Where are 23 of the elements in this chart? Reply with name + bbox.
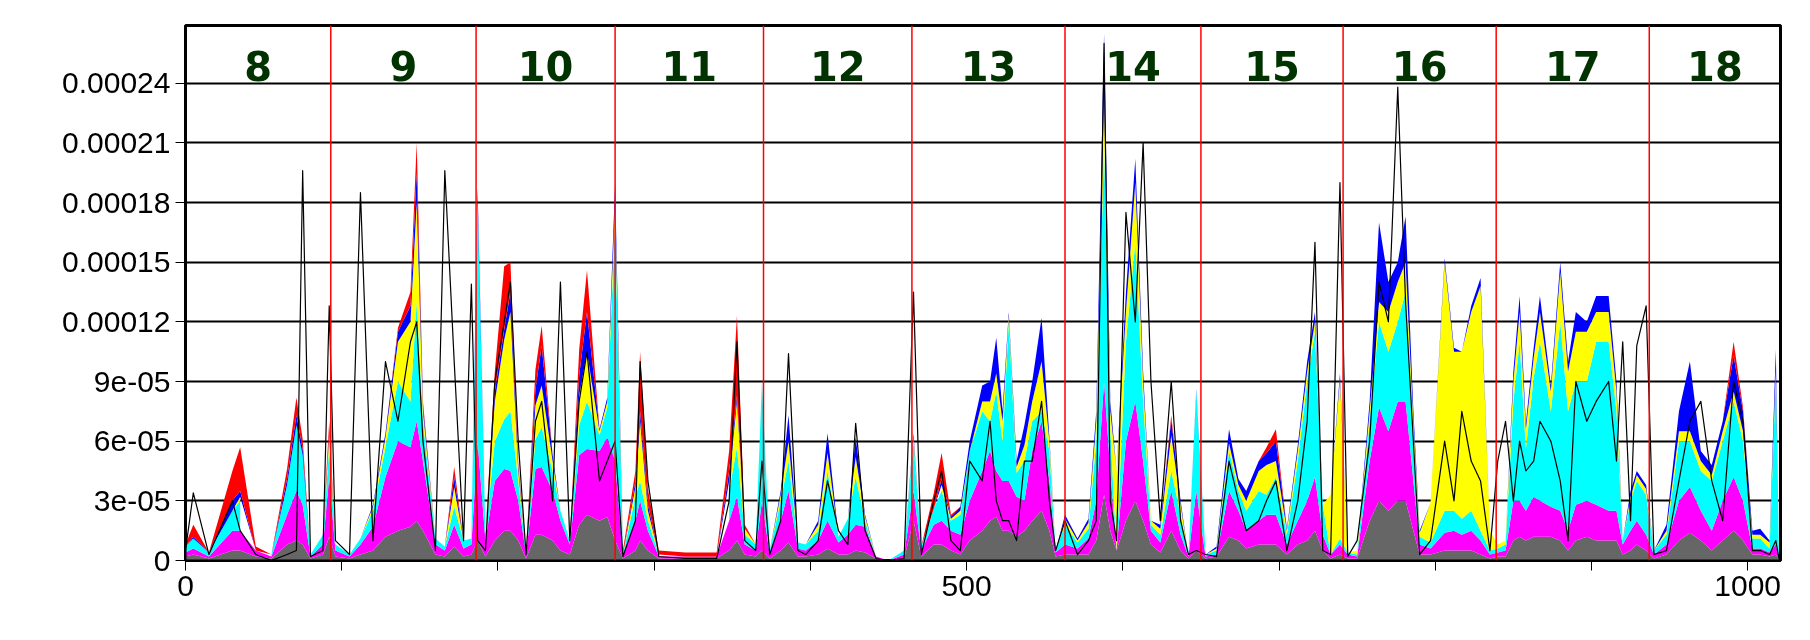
y-tick-label: 0.00015 <box>62 245 171 279</box>
annotation: 15 <box>1244 43 1300 90</box>
y-tick-label: 0.00024 <box>62 66 171 100</box>
y-tick-label: 0 <box>153 543 171 577</box>
annotation: 17 <box>1544 43 1601 90</box>
y-tick-label: 3e-05 <box>93 483 171 517</box>
annotation: 16 <box>1391 43 1448 90</box>
y-tick-label: 0.00012 <box>62 304 171 338</box>
y-tick-label: 9e-05 <box>93 364 171 398</box>
annotation: 12 <box>809 43 866 90</box>
y-tick-label: 0.00021 <box>62 125 171 159</box>
annotation: 8 <box>244 43 273 90</box>
x-tick-label: 0 <box>177 568 194 602</box>
annotation: 9 <box>389 43 418 90</box>
y-tick-label: 6e-05 <box>93 424 171 458</box>
y-tick-label: 0.00018 <box>62 185 171 219</box>
annotation: 11 <box>661 43 718 90</box>
annotation: 13 <box>960 43 1017 90</box>
annotation: 10 <box>517 43 574 90</box>
x-tick-label: 1000 <box>1714 568 1782 602</box>
x-tick-label: 500 <box>941 568 992 602</box>
annotation: 14 <box>1105 43 1161 90</box>
annotation: 18 <box>1687 43 1743 90</box>
